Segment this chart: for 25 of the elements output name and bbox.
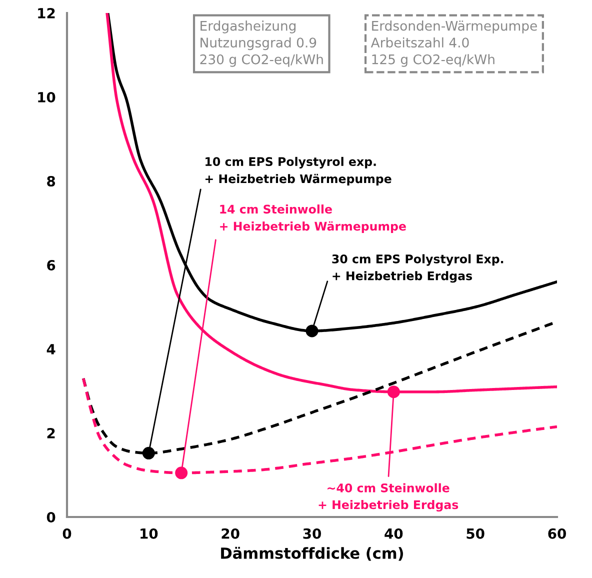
x-tick-label: 30 bbox=[303, 528, 321, 539]
point bbox=[142, 446, 155, 460]
y-tick-label: 4 bbox=[46, 344, 56, 354]
x-tick-label: 40 bbox=[384, 528, 403, 539]
annotation: Erdgasheizung Nutzungsgrad 0.9 230 g CO2-eq/kWh bbox=[200, 20, 323, 67]
annotation: 30 cm EPS Polystyrol Exp. + Heizbetrieb Erdgas bbox=[332, 254, 504, 283]
point bbox=[306, 324, 318, 338]
annotation: 10 cm EPS Polystyrol exp. + Heizbetrieb Wärmepumpe bbox=[205, 156, 392, 186]
annotation: ~40 cm Steinwolle + Heizbetrieb Erdgas bbox=[318, 483, 458, 512]
x-tick-label: 20 bbox=[222, 528, 240, 539]
x-tick-label: 50 bbox=[466, 528, 484, 539]
annotation: 14 cm Steinwolle + Heizbetrieb Wärmepumpe bbox=[220, 204, 406, 233]
point bbox=[387, 386, 400, 398]
y-tick-label: 12 bbox=[38, 8, 55, 18]
x-tick-label: 60 bbox=[548, 528, 566, 539]
y-tick-label: 6 bbox=[47, 260, 56, 270]
annotation: Erdsonden-Wärmepumpe Arbeitszahl 4.0 125 g CO2-eq/kWh bbox=[370, 20, 537, 67]
point bbox=[175, 466, 188, 480]
y-tick-label: 0 bbox=[46, 512, 56, 522]
y-tick-label: 10 bbox=[38, 92, 56, 102]
x-tick-label: 10 bbox=[140, 528, 158, 539]
x-axis-title: Dämmstoffdicke (cm) bbox=[221, 546, 403, 561]
y-tick-label: 2 bbox=[47, 428, 55, 438]
y-tick-label: 8 bbox=[47, 176, 56, 186]
x-tick-label: 0 bbox=[62, 528, 72, 539]
